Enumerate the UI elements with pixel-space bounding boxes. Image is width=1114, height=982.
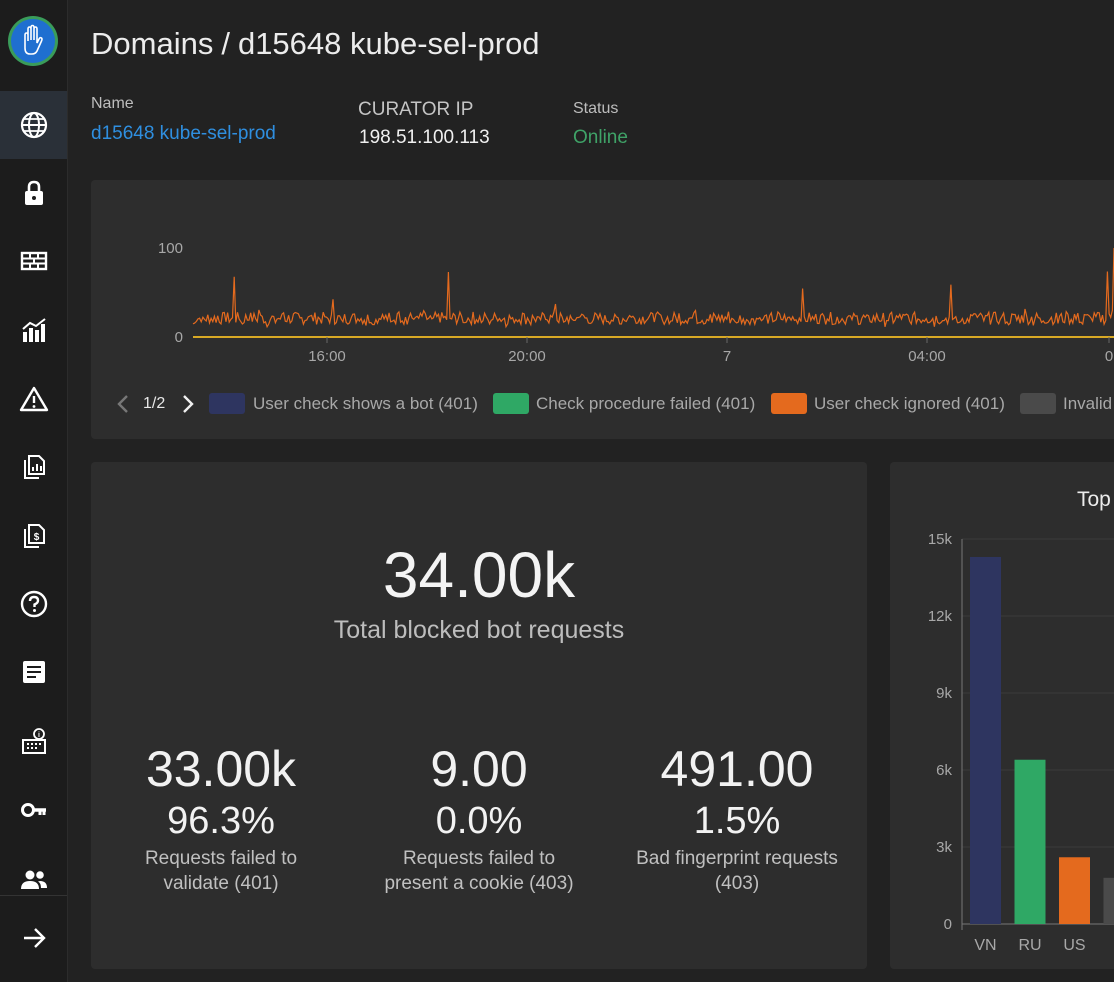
page-title: Domains / d15648 kube-sel-prod	[91, 26, 540, 62]
x-tick-label: VN	[974, 937, 996, 954]
help-icon	[20, 590, 47, 618]
legend-next-icon[interactable]	[180, 393, 196, 415]
stat-failed-cookie: 9.00 0.0% Requests failed to present a co…	[349, 744, 609, 896]
total-blocked-label: Total blocked bot requests	[333, 616, 625, 644]
bar-us[interactable]	[1059, 857, 1090, 924]
legend-item-invalid[interactable]: Invalid	[1063, 394, 1113, 413]
bar-ru[interactable]	[1014, 759, 1046, 924]
stat-percent: 0.0%	[435, 800, 523, 842]
stat-label-line: Requests failed to	[144, 848, 298, 869]
x-tick-label: 04:00	[908, 348, 946, 365]
expand-sidebar-button[interactable]	[0, 904, 67, 972]
legend-swatch-invalid[interactable]	[1020, 393, 1056, 414]
stat-label-line: validate (401)	[163, 873, 279, 894]
nav-api-keys[interactable]	[0, 776, 67, 844]
bar-vn[interactable]	[970, 556, 1001, 924]
legend-item-failed[interactable]: Check procedure failed (401)	[536, 394, 756, 413]
name-label: Name	[91, 95, 134, 112]
x-tick-label: RU	[1018, 937, 1041, 954]
stat-bad-fingerprint: 491.00 1.5% Bad fingerprint requests (403…	[607, 744, 867, 896]
stat-label: Requests failed to validate (401)	[91, 846, 351, 896]
users-icon	[20, 870, 47, 889]
nav-security[interactable]	[0, 159, 67, 227]
timeline-card	[91, 180, 1114, 439]
stat-label-line: Requests failed to	[402, 848, 556, 869]
nav-firewall[interactable]	[0, 227, 67, 295]
stat-failed-validate: 33.00k 96.3% Requests failed to validate …	[91, 744, 351, 896]
lock-icon	[24, 180, 43, 205]
status-label: Status	[573, 100, 619, 117]
x-tick-label: 16:00	[308, 348, 346, 365]
billing-icon: $	[23, 524, 45, 548]
stat-value: 9.00	[430, 741, 528, 797]
stat-label: Requests failed to present a cookie (403)	[349, 846, 609, 896]
x-tick-label: 20:00	[508, 348, 546, 365]
sidebar: $ i	[0, 0, 68, 982]
docs-icon	[22, 661, 45, 683]
key-icon	[20, 803, 46, 817]
hand-logo-icon[interactable]	[7, 15, 59, 67]
stat-percent: 96.3%	[167, 800, 275, 842]
bar-u[interactable]	[1103, 877, 1114, 924]
nav-reports[interactable]	[0, 433, 67, 501]
stat-percent: 1.5%	[693, 800, 781, 842]
nav-domains[interactable]	[0, 91, 67, 159]
expand-arrow-icon	[23, 928, 46, 948]
warning-icon	[19, 386, 48, 412]
nav-docs[interactable]	[0, 638, 67, 706]
y-tick-label: 12k	[928, 608, 953, 625]
status-badge: Online	[573, 127, 628, 148]
chart-title: Top	[1077, 488, 1111, 511]
legend-swatch-ignored[interactable]	[771, 393, 807, 414]
y-tick-label: 6k	[936, 762, 952, 779]
stat-label-line: Bad fingerprint requests	[636, 848, 838, 869]
nav-help[interactable]	[0, 570, 67, 638]
ignored-series-line	[192, 247, 1114, 329]
company-icon: i	[21, 728, 46, 754]
x-tick-label: US	[1063, 937, 1085, 954]
nav-analytics[interactable]	[0, 296, 67, 364]
y-tick-label: 0	[944, 916, 952, 933]
legend-item-ignored[interactable]: User check ignored (401)	[814, 394, 1005, 413]
legend-swatch-bot[interactable]	[209, 393, 245, 414]
nav-billing[interactable]: $	[0, 502, 67, 570]
total-blocked-value: 34.00k	[382, 539, 576, 611]
globe-icon	[20, 111, 47, 139]
nav-users[interactable]	[0, 845, 67, 913]
legend-swatch-failed[interactable]	[493, 393, 529, 414]
y-tick-label: 0	[175, 329, 183, 346]
report-icon	[23, 455, 45, 479]
legend-page-indicator: 1/2	[143, 395, 166, 412]
stat-label-line: present a cookie (403)	[384, 873, 574, 894]
y-tick-label: 100	[158, 240, 183, 257]
legend-prev-icon[interactable]	[115, 393, 131, 415]
nav-alerts[interactable]	[0, 365, 67, 433]
y-tick-label: 3k	[936, 839, 952, 856]
stat-label: Bad fingerprint requests (403)	[607, 846, 867, 896]
y-tick-label: 9k	[936, 685, 952, 702]
x-tick-label: 7	[723, 348, 731, 365]
firewall-icon	[20, 251, 47, 271]
stat-value: 491.00	[660, 741, 814, 797]
stat-value: 33.00k	[145, 741, 297, 797]
svg-text:$: $	[33, 532, 39, 543]
analytics-icon	[21, 318, 46, 342]
timeline-chart: 100 0 16:00 20:00 7 04:00 0	[158, 240, 1114, 365]
curator-ip-label: CURATOR IP	[358, 99, 474, 120]
sidebar-divider	[0, 895, 67, 896]
summary-card: 34.00k Total blocked bot requests 33.00k…	[91, 462, 867, 969]
breadcrumb-current: d15648 kube-sel-prod	[237, 26, 540, 61]
svg-text:i: i	[38, 732, 40, 739]
domain-name-link[interactable]: d15648 kube-sel-prod	[91, 123, 276, 144]
breadcrumb-root[interactable]: Domains	[91, 26, 214, 61]
x-tick-label: 0	[1105, 348, 1113, 365]
y-tick-label: 15k	[928, 531, 953, 548]
stat-label-line: (403)	[714, 873, 760, 894]
legend-item-bot[interactable]: User check shows a bot (401)	[253, 394, 478, 413]
breadcrumb-separator: /	[221, 26, 230, 61]
curator-ip-value: 198.51.100.113	[359, 127, 490, 148]
nav-company[interactable]: i	[0, 707, 67, 775]
